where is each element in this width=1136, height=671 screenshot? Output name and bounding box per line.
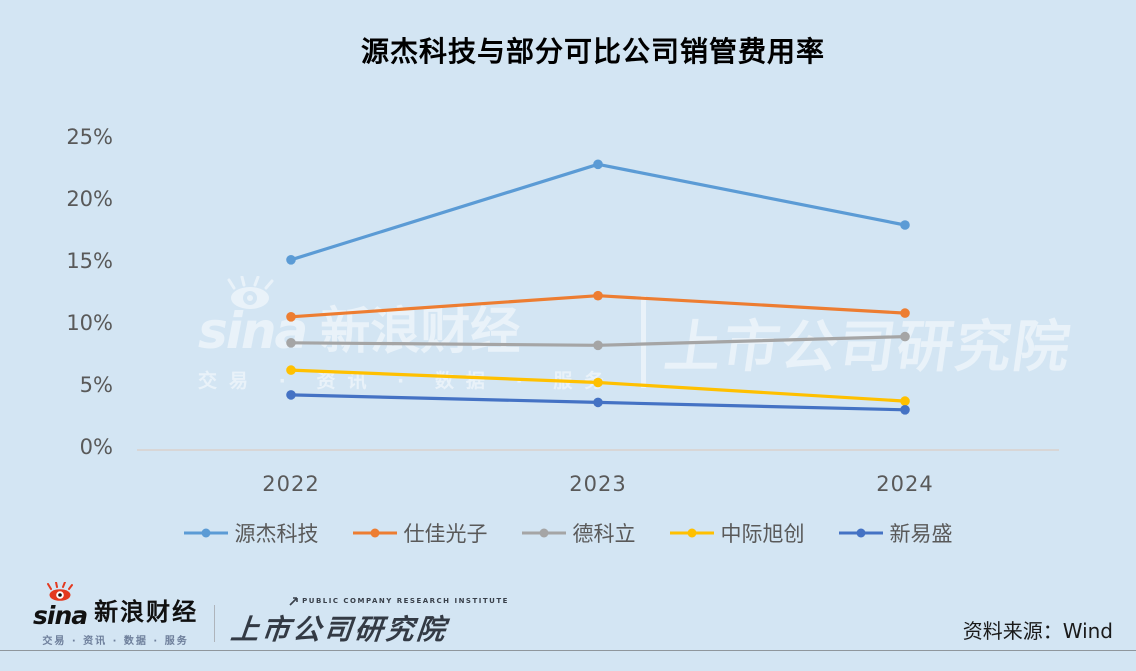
- legend-item: 新易盛: [838, 518, 953, 548]
- x-axis-tick-label: 2023: [569, 472, 626, 496]
- y-axis-tick-label: 5%: [80, 373, 113, 397]
- data-point: [286, 254, 296, 265]
- data-point: [593, 377, 603, 388]
- institute-name-cn: 上市公司研究院: [229, 613, 450, 646]
- legend-marker-icon: [669, 528, 714, 538]
- data-point: [286, 365, 296, 375]
- y-axis-tick-label: 25%: [66, 125, 113, 149]
- legend-item: 源杰科技: [183, 518, 319, 548]
- data-point: [286, 312, 296, 322]
- legend-marker-icon: [838, 528, 883, 538]
- y-axis-tick-label: 0%: [80, 435, 113, 459]
- footer-sina-logo: sina 新浪财经 交易 · 资讯 · 数据 · 服务: [33, 581, 199, 647]
- sina-wordmark: sina: [33, 601, 88, 630]
- data-point: [900, 220, 910, 230]
- data-point: [593, 340, 603, 351]
- legend-label: 中际旭创: [720, 522, 805, 546]
- sina-tagline: 交易 · 资讯 · 数据 · 服务: [42, 635, 189, 647]
- chart-title: 源杰科技与部分可比公司销管费用率: [360, 35, 825, 68]
- chart-legend: 源杰科技 仕佳光子 德科立 中际旭创 新易盛: [0, 518, 1136, 548]
- data-point: [593, 159, 603, 170]
- x-axis-tick-label: 2024: [876, 472, 933, 496]
- legend-label: 新易盛: [889, 522, 953, 546]
- footer-rule: [0, 650, 1136, 651]
- data-point: [593, 290, 603, 301]
- data-point: [900, 405, 910, 415]
- arrow-up-icon: [289, 597, 298, 606]
- legend-item: 仕佳光子: [352, 518, 488, 548]
- legend-label: 源杰科技: [234, 522, 319, 546]
- footer: sina 新浪财经 交易 · 资讯 · 数据 · 服务 PUBLIC COMPA…: [33, 581, 509, 648]
- data-point: [286, 338, 296, 348]
- sina-finance-label: 新浪财经: [94, 597, 199, 626]
- y-axis-tick-label: 10%: [66, 311, 113, 335]
- legend-label: 德科立: [572, 522, 636, 546]
- data-point: [900, 308, 910, 318]
- data-point: [900, 331, 910, 342]
- data-point: [286, 390, 296, 400]
- y-axis-tick-label: 15%: [66, 249, 113, 273]
- line-chart: 0% 5% 10% 15% 20% 25% 2022 2023 2024: [66, 125, 1059, 496]
- legend-item: 德科立: [521, 518, 636, 548]
- y-axis-tick-label: 20%: [66, 187, 113, 211]
- data-point: [593, 397, 603, 408]
- legend-label: 仕佳光子: [403, 522, 488, 546]
- institute-name-en: PUBLIC COMPANY RESEARCH INSTITUTE: [231, 596, 509, 606]
- footer-institute-logo: PUBLIC COMPANY RESEARCH INSTITUTE 上市公司研究…: [229, 596, 509, 648]
- data-point: [900, 396, 910, 406]
- legend-marker-icon: [521, 528, 566, 538]
- legend-marker-icon: [352, 528, 397, 538]
- footer-divider: [214, 605, 216, 642]
- sina-eye-icon: [46, 581, 74, 605]
- legend-marker-icon: [183, 528, 228, 538]
- series-line: [289, 162, 907, 262]
- legend-item: 中际旭创: [669, 518, 805, 548]
- data-source: 资料来源：Wind: [962, 619, 1113, 643]
- x-axis-tick-label: 2022: [262, 472, 319, 496]
